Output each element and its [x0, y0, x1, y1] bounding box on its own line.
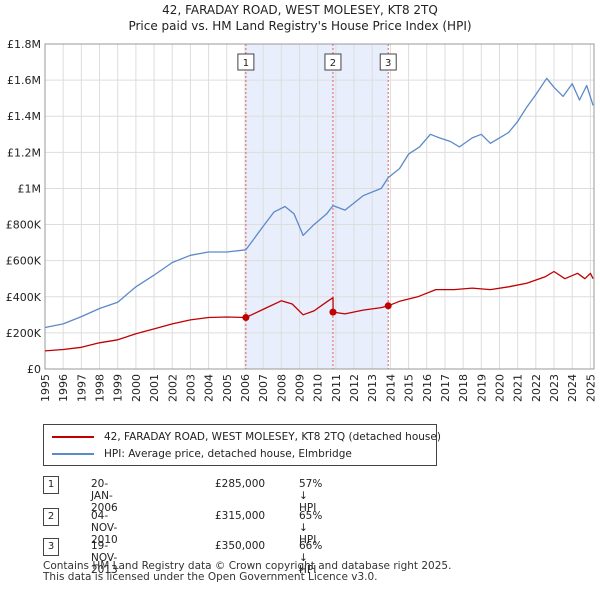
x-tick-label: 2020: [493, 374, 506, 402]
x-tick-label: 2003: [184, 374, 197, 402]
y-tick-label: £1.4M: [7, 110, 41, 123]
x-tick-label: 2017: [439, 374, 452, 402]
transaction-price: £285,000: [215, 478, 266, 490]
x-tick-label: 1995: [39, 374, 52, 402]
x-tick-label: 2012: [348, 374, 361, 402]
plot-frame: [44, 43, 595, 370]
x-tick-label: 1999: [112, 374, 125, 402]
x-tick-label: 2014: [384, 374, 397, 402]
series-line-hpi: [44, 77, 594, 329]
transaction-number: 1: [43, 476, 59, 494]
shaded-period: [245, 44, 389, 369]
transaction-hpi: 65% ↓ HPI: [299, 510, 323, 546]
transaction-point: [242, 314, 250, 322]
transaction-date: 20-JAN-2006: [91, 478, 118, 514]
x-tick-label: 2004: [203, 374, 216, 402]
transaction-label-frame: [379, 53, 397, 71]
x-tick-label: 2019: [475, 374, 488, 402]
legend-line-hpi: [52, 453, 94, 455]
transaction-hpi: 66% ↓ HPI: [299, 540, 323, 576]
transaction-label-box: 1: [237, 53, 255, 71]
x-tick-label: 2021: [512, 374, 525, 402]
y-tick-label: £0: [27, 363, 41, 376]
y-tick-label: £1.6M: [7, 74, 41, 87]
x-tick-label: 2010: [312, 374, 325, 402]
legend-label-hpi: HPI: Average price, detached house, Elmb…: [104, 448, 352, 460]
x-tick-label: 2006: [239, 374, 252, 402]
transaction-label-number: 3: [385, 58, 391, 69]
transaction-price: £315,000: [215, 510, 266, 522]
x-tick-label: 2009: [294, 374, 307, 402]
x-tick-label: 1998: [94, 374, 107, 402]
footer-attribution: Contains HM Land Registry data © Crown c…: [43, 561, 451, 583]
x-tick-label: 2015: [403, 374, 416, 402]
x-tick-label: 2024: [566, 374, 579, 402]
y-tick-label: £400K: [6, 291, 42, 304]
legend-item-property: 42, FARADAY ROAD, WEST MOLESEY, KT8 2TQ …: [52, 429, 441, 445]
transaction-number: 2: [43, 508, 59, 526]
x-tick-label: 2002: [166, 374, 179, 402]
transaction-price: £350,000: [215, 540, 266, 552]
x-tick-label: 2022: [530, 374, 543, 402]
x-tick-label: 2025: [584, 374, 597, 402]
chart-title: 42, FARADAY ROAD, WEST MOLESEY, KT8 2TQ: [162, 3, 438, 17]
transaction-label-frame: [237, 53, 255, 71]
y-tick-label: £800K: [6, 219, 42, 232]
x-tick-label: 2018: [457, 374, 470, 402]
x-tick-label: 2005: [221, 374, 234, 402]
y-tick-label: £1.2M: [7, 146, 41, 159]
transaction-date: 04-NOV-2010: [91, 510, 118, 546]
y-tick-label: £200K: [6, 327, 42, 340]
transaction-label-box: 2: [324, 53, 342, 71]
transaction-label-number: 2: [330, 58, 336, 69]
y-tick-label: £1.8M: [7, 38, 41, 51]
legend-item-hpi: HPI: Average price, detached house, Elmb…: [52, 446, 352, 462]
transaction-label-frame: [324, 53, 342, 71]
legend-label-property: 42, FARADAY ROAD, WEST MOLESEY, KT8 2TQ …: [104, 431, 441, 443]
transaction-point: [384, 302, 392, 310]
x-tick-label: 2013: [366, 374, 379, 402]
transaction-point: [329, 308, 337, 316]
x-tick-label: 2023: [548, 374, 561, 402]
x-tick-label: 2011: [330, 374, 343, 402]
chart-legend: 42, FARADAY ROAD, WEST MOLESEY, KT8 2TQ …: [43, 424, 441, 466]
footer-line-license: This data is licensed under the Open Gov…: [43, 571, 378, 583]
transaction-hpi: 57% ↓ HPI: [299, 478, 323, 514]
x-tick-label: 2016: [421, 374, 434, 402]
footer-line-copyright: Contains HM Land Registry data © Crown c…: [43, 560, 452, 572]
x-tick-label: 2008: [275, 374, 288, 402]
y-tick-label: £600K: [6, 255, 42, 268]
transaction-number: 3: [43, 538, 59, 556]
x-tick-label: 2007: [257, 374, 270, 402]
x-tick-label: 2001: [148, 374, 161, 402]
legend-line-property: [52, 436, 94, 438]
chart-subtitle: Price paid vs. HM Land Registry's House …: [128, 19, 471, 33]
y-tick-label: £1M: [18, 182, 42, 195]
transaction-date: 19-NOV-2013: [91, 540, 118, 576]
price-chart: 42, FARADAY ROAD, WEST MOLESEY, KT8 2TQ …: [6, 3, 598, 402]
transaction-label-box: 3: [379, 53, 397, 71]
x-tick-label: 1997: [75, 374, 88, 402]
x-tick-label: 2000: [130, 374, 143, 402]
transaction-label-number: 1: [243, 58, 249, 69]
x-tick-label: 1996: [57, 374, 70, 402]
